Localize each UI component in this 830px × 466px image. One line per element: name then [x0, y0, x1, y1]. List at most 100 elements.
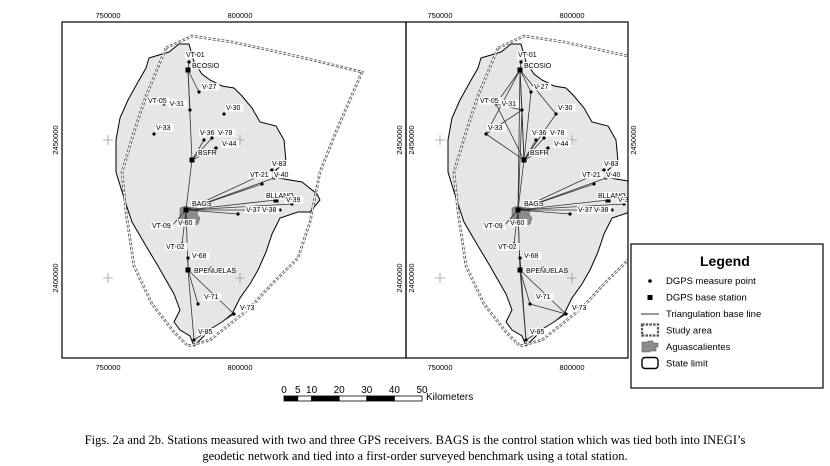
measure-point-marker [232, 312, 236, 316]
station-label: V-71 [536, 294, 551, 301]
scale-segment [311, 395, 340, 402]
station-v-38: V-38 [261, 206, 282, 214]
station-v-40: V-40 [604, 171, 624, 180]
legend-item-label: Aguascalientes [666, 342, 731, 353]
station-label: V-37 [578, 207, 593, 214]
station-label-bg [185, 51, 208, 59]
baseline [187, 69, 193, 161]
station-label: BCOSIO [192, 63, 220, 70]
measure-point-marker [210, 136, 214, 140]
station-label: V-31 [170, 101, 185, 108]
station-bpeñuelas: BPEÑUELAS [185, 266, 236, 275]
station-label-bg [165, 243, 188, 251]
measure-point-marker [554, 112, 558, 116]
grid-cross [435, 273, 445, 283]
station-label: V-83 [272, 161, 287, 168]
legend-item-label: State limit [666, 359, 708, 370]
legend-item-line: Triangulation base line [641, 309, 761, 320]
station-v-39: V-39 [285, 196, 304, 206]
base-station-marker [183, 207, 189, 213]
station-label: V-44 [222, 141, 237, 148]
station-label-bg [593, 206, 612, 214]
baseline [187, 269, 235, 315]
station-label-bg [271, 160, 290, 168]
legend-urban-symbol [641, 340, 659, 353]
y-tick-label-left: 2400000 [51, 263, 60, 292]
measure-point-marker [524, 338, 528, 342]
station-label: V-33 [156, 125, 171, 132]
base-station-marker [605, 197, 611, 203]
measure-point-marker [202, 138, 206, 142]
station-v-44: V-44 [546, 140, 572, 150]
station-label-bg [500, 100, 519, 108]
station-label: V-31 [502, 101, 517, 108]
map-panel-a: VT-01 BCOSIO V-27 VT-05 V-31 V-30 V-33 V-36 V-78… [51, 11, 416, 372]
y-tick-label-right: 2450000 [407, 125, 416, 154]
station-v-78: V-78 [542, 129, 568, 140]
station-label: BAGS [524, 201, 544, 208]
station-label: V-38 [262, 207, 277, 214]
measure-point-marker [152, 132, 156, 136]
scale-segment [338, 395, 368, 402]
station-vt-21: VT-21 [249, 171, 272, 186]
measure-point-marker [260, 182, 264, 186]
measure-point-marker [214, 146, 218, 150]
station-bsfr: BSFR [521, 149, 549, 163]
station-label: V-68 [524, 253, 539, 260]
y-tick-label-right: 2450000 [629, 125, 638, 154]
baseline [519, 69, 532, 93]
station-label: V-85 [198, 329, 213, 336]
baseline [513, 209, 519, 245]
station-label-bg [529, 328, 548, 336]
station-label-bg [533, 83, 552, 91]
measure-point-marker [270, 168, 274, 172]
baseline [521, 109, 525, 161]
station-label-bg [487, 124, 506, 132]
station-label-bg [509, 219, 528, 227]
station-vt-02: VT-02 [497, 242, 520, 251]
station-label: V-30 [226, 105, 241, 112]
legend-item-label: DGPS measure point [666, 276, 756, 287]
station-label-bg [191, 252, 210, 260]
station-label-bg [529, 149, 548, 157]
baseline [517, 209, 571, 215]
station-v-60: V-60 [177, 219, 196, 227]
station-label: V-44 [554, 141, 569, 148]
station-v-30: V-30 [222, 104, 244, 116]
baseline [529, 303, 567, 315]
scale-tick-label: 30 [361, 385, 373, 396]
baseline [517, 159, 525, 211]
station-label-bg [197, 328, 216, 336]
caption-line-2: geodetic network and tied into a first-o… [202, 449, 628, 463]
station-label-bg [523, 200, 542, 208]
station-label-bg [168, 100, 187, 108]
station-label-bg [191, 62, 218, 70]
baseline [519, 69, 557, 115]
baseline [181, 209, 187, 245]
station-label-bg [265, 192, 292, 200]
station-bsfr: BSFR [189, 149, 217, 163]
study-area-inner [453, 35, 628, 347]
grid-cross [235, 273, 245, 283]
y-tick-label-left: 2450000 [51, 125, 60, 154]
station-v-33: V-33 [484, 124, 506, 136]
station-bags: BAGS [515, 200, 544, 213]
station-v-85: V-85 [524, 328, 548, 342]
station-label-bg [217, 129, 236, 137]
station-label: BLLANO [598, 193, 626, 200]
measure-point-marker [519, 60, 523, 64]
baseline [185, 209, 239, 215]
measure-point-marker [192, 338, 196, 342]
station-label: VT-05 [480, 98, 499, 105]
station-v-40: V-40 [272, 171, 292, 180]
baseline [525, 313, 567, 341]
station-bpeñuelas: BPEÑUELAS [517, 266, 568, 275]
station-v-73: V-73 [232, 304, 258, 316]
grid-cross [435, 135, 445, 145]
station-v-44: V-44 [214, 140, 240, 150]
map-panel-b: VT-01 BCOSIO V-27 VT-05 V-31 V-30 V-33 V-36 V-78… [395, 11, 638, 372]
y-tick-label-left: 2450000 [395, 125, 404, 154]
station-label-bg [523, 62, 550, 70]
